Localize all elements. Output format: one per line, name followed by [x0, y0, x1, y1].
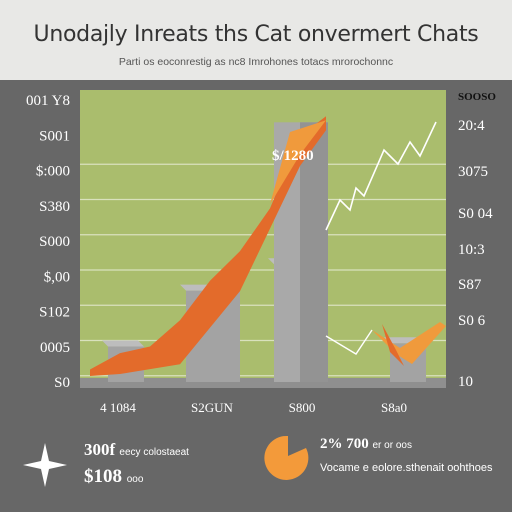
- chart-annotation: $/1280: [272, 148, 314, 164]
- y-left-tick-label: 0005: [40, 340, 70, 356]
- footer-right-text-1: er or oos: [372, 440, 412, 451]
- trend-line-lower: [325, 329, 373, 355]
- area-series-right: [372, 322, 446, 364]
- chart-title: Unodajly Inreats ths Cat onvermert Chats: [33, 22, 479, 47]
- sparkle-icon: [23, 443, 67, 487]
- x-tick-label: S8a0: [381, 400, 407, 415]
- bar-top: [102, 340, 144, 347]
- x-tick-label: 4 1084: [100, 400, 136, 415]
- y-left-tick-label: S000: [39, 234, 70, 250]
- y-left-tick-label: $:000: [36, 164, 70, 180]
- footer-left-stats: 300f eecy colostaeat $108 ooo: [84, 440, 189, 488]
- y-right-tick-label: SOOSO: [458, 91, 496, 103]
- y-right-tick-label: S0 04: [458, 206, 493, 222]
- y-right-tick-label: 20:4: [458, 118, 485, 134]
- y-right-tick-label: S0 6: [458, 313, 486, 329]
- pie-chart-icon: [264, 435, 309, 480]
- chart-subtitle: Parti os eoconrestig as nc8 Imrohones to…: [118, 56, 394, 68]
- footer-right-stats: 2% 700 er or oos Vocame e eolore.sthenai…: [320, 436, 500, 475]
- footer-left-text-1: eecy colostaeat: [119, 447, 189, 458]
- area-series-right-dark: [382, 324, 404, 366]
- footer-right-text-2: Vocame e eolore.sthenait oohthoes: [320, 462, 493, 474]
- y-right-tick-label: 10:3: [458, 242, 485, 258]
- trend-line: [325, 121, 437, 231]
- baseline-shelf: [80, 378, 446, 388]
- y-right-tick-label: 3075: [458, 164, 488, 180]
- y-right-tick-label: S87: [458, 277, 482, 293]
- y-left-tick-label: S001: [39, 128, 70, 144]
- y-right-tick-label: 10: [458, 374, 473, 390]
- footer-left-text-2: ooo: [126, 474, 144, 485]
- y-left-tick-label: 001 Y8: [26, 93, 70, 109]
- x-tick-label: S800: [289, 400, 316, 415]
- y-left-tick-label: S102: [39, 305, 70, 321]
- header-band: [0, 0, 512, 80]
- footer-left-value-1: 300f: [84, 440, 116, 459]
- y-left-tick-label: S380: [39, 199, 70, 215]
- y-left-tick-label: $,00: [44, 269, 70, 285]
- footer-left-value-2: $108: [84, 466, 122, 487]
- x-tick-label: S2GUN: [191, 400, 234, 415]
- footer-right-value: 2% 700: [320, 436, 369, 452]
- bar-side: [300, 122, 328, 383]
- area-series-back: [270, 120, 326, 205]
- y-left-tick-label: S0: [54, 375, 70, 391]
